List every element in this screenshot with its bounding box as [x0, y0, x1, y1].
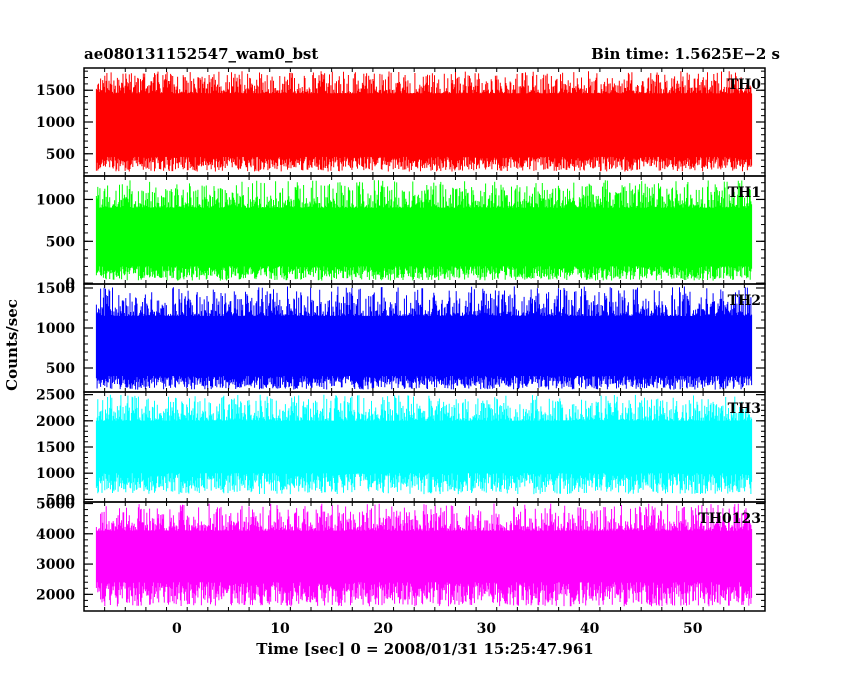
panel-th0: 500 1000 1500 TH0: [36, 67, 766, 177]
panel-label-th0: TH0: [728, 77, 762, 93]
y-tick-label: 500: [46, 492, 75, 508]
panel-label-th2: TH2: [728, 293, 761, 309]
panel-th1: 0 500 1000 TH1: [36, 175, 766, 292]
y-tick-label: 1000: [36, 192, 75, 208]
x-tick-label: 10: [270, 621, 290, 637]
y-tick-label: 2000: [36, 414, 75, 430]
y-tick-label: 1500: [36, 440, 75, 456]
panel-label-th1: TH1: [728, 185, 761, 201]
x-tick-label: 20: [373, 621, 393, 637]
series-line-th0: [95, 71, 753, 172]
y-tick-label: 2000: [36, 587, 75, 603]
panel-th0123: 2000 3000 4000 5000 TH0123: [36, 497, 766, 612]
panel-th2: 500 1000 1500 TH2: [36, 281, 766, 393]
x-tick-label: 0: [172, 621, 182, 637]
y-tick-label: 0: [65, 276, 75, 292]
y-tick-label: 500: [46, 234, 75, 250]
y-tick-label: 2500: [36, 388, 75, 404]
x-axis-label: Time [sec] 0 = 2008/01/31 15:25:47.961: [256, 640, 593, 658]
y-tick-label: 500: [46, 361, 75, 377]
y-tick-label: 5000: [36, 497, 75, 513]
y-tick-label: 1500: [36, 281, 75, 297]
panel-frame: [83, 501, 766, 612]
panel-label-th3: TH3: [728, 401, 761, 417]
y-tick-label: 1500: [36, 83, 75, 99]
series-line-th2: [95, 286, 753, 390]
y-axis-label: Counts/sec: [3, 299, 21, 391]
series-line-th1: [95, 180, 753, 281]
chart-title: ae080131152547_wam0_bst: [84, 45, 318, 63]
bin-time-label: Bin time: 1.5625E−2 s: [591, 45, 780, 63]
series-line-th0123: [95, 503, 753, 607]
panel-th3: 500 1000 1500 2000 2500 TH3: [36, 388, 766, 508]
y-tick-label: 1000: [36, 115, 75, 131]
x-tick-label: 40: [580, 621, 600, 637]
y-tick-label: 4000: [36, 527, 75, 543]
y-tick-label: 1000: [36, 466, 75, 482]
y-tick-label: 500: [46, 147, 75, 163]
x-tick-label: 50: [683, 621, 703, 637]
y-tick-label: 1000: [36, 321, 75, 337]
panel-label-th0123: TH0123: [698, 511, 761, 527]
y-tick-label: 3000: [36, 557, 75, 573]
series-line-th3: [95, 394, 753, 495]
x-tick-label: 30: [477, 621, 497, 637]
